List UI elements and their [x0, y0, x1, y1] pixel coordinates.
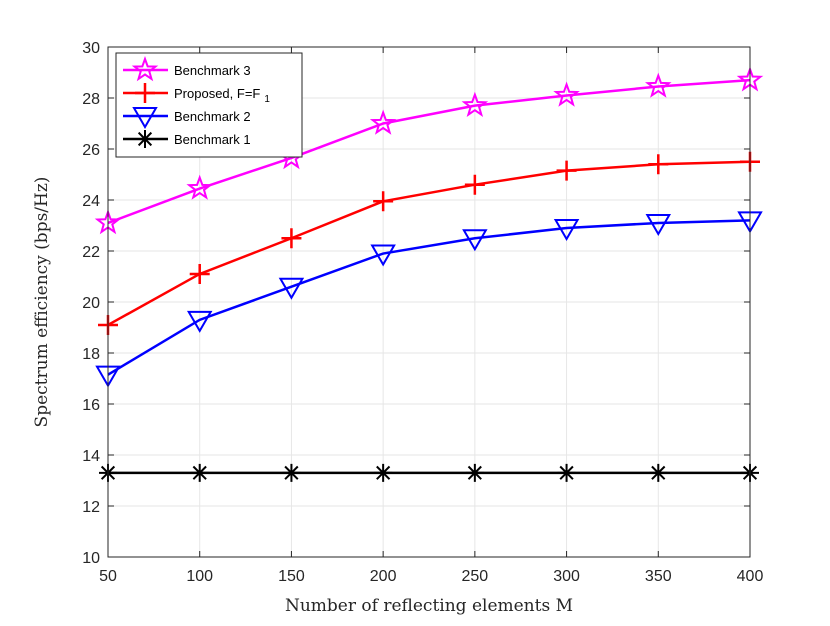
data-point — [648, 154, 669, 175]
data-point — [557, 463, 576, 482]
legend-label-text: Benchmark 1 — [174, 132, 251, 147]
legend-label: Benchmark 1 — [174, 132, 251, 147]
x-tick-label: 200 — [370, 568, 397, 585]
ticks — [107, 46, 751, 558]
series-1 — [98, 151, 760, 335]
y-tick-label: 28 — [82, 91, 100, 108]
y-tick-label: 26 — [82, 142, 100, 159]
x-tick-label: 150 — [278, 568, 305, 585]
y-tick-label: 30 — [82, 40, 100, 57]
y-tick-label: 12 — [82, 499, 100, 516]
grid — [107, 46, 751, 558]
y-tick-label: 10 — [82, 550, 100, 567]
x-tick-label: 50 — [99, 568, 117, 585]
y-tick-label: 18 — [82, 346, 100, 363]
data-point — [461, 91, 489, 117]
data-point — [465, 463, 484, 482]
legend-label-text: Proposed, F=F — [174, 86, 260, 101]
data-point — [645, 213, 672, 236]
y-tick-label: 16 — [82, 397, 100, 414]
legend-label: Benchmark 2 — [174, 109, 251, 124]
data-point — [553, 219, 580, 242]
legend: Benchmark 3 Proposed, F=F 1 Benchmark 2 Benc… — [115, 52, 303, 158]
legend-marker — [135, 83, 155, 103]
legend-label: Benchmark 3 — [174, 63, 251, 78]
data-point — [645, 72, 672, 98]
legend-label: Proposed, F=F 1 — [174, 86, 270, 105]
legend-marker — [132, 107, 158, 129]
data-point — [369, 109, 397, 135]
legend-item: Benchmark 3 — [123, 56, 251, 82]
series-line — [107, 160, 751, 327]
legend-marker — [136, 130, 154, 148]
y-axis-label: Spectrum efficiency (bps/Hz) — [32, 177, 52, 428]
data-point — [189, 263, 210, 284]
data-point — [282, 463, 301, 482]
x-tick-label: 300 — [553, 568, 580, 585]
data-point — [278, 277, 305, 300]
legend-label-subscript: 1 — [264, 94, 270, 105]
y-tick-label: 14 — [82, 448, 100, 465]
legend-item: Proposed, F=F 1 — [123, 83, 270, 105]
x-tick-label: 350 — [645, 568, 672, 585]
data-point — [649, 463, 668, 482]
x-tick-label: 400 — [737, 568, 764, 585]
data-point — [464, 174, 485, 195]
y-tick-label: 20 — [82, 295, 100, 312]
data-point — [190, 463, 209, 482]
tick-labels: 50 100 150 200 250 300 350 400 10 12 14 16 18 20 22 24 2… — [82, 40, 763, 585]
data-point — [370, 244, 396, 267]
legend-label-text: Benchmark 2 — [174, 109, 251, 124]
series-line — [107, 78, 751, 225]
series-3 — [99, 463, 759, 482]
legend-item: Benchmark 2 — [123, 107, 251, 129]
series-2 — [95, 211, 763, 388]
data-point — [462, 229, 488, 252]
legend-marker — [131, 56, 159, 82]
data-point — [186, 174, 213, 200]
x-tick-label: 250 — [462, 568, 489, 585]
legend-label-text: Benchmark 3 — [174, 63, 251, 78]
series-line — [107, 219, 751, 376]
x-tick-label: 100 — [186, 568, 213, 585]
data-point — [281, 228, 302, 249]
data-point — [186, 310, 213, 333]
data-point — [553, 81, 580, 107]
data-point — [374, 463, 393, 482]
y-tick-label: 22 — [82, 244, 100, 261]
legend-item: Benchmark 1 — [123, 130, 251, 148]
data-point — [373, 191, 394, 212]
y-tick-label: 24 — [82, 193, 100, 210]
x-axis-label: Number of reflecting elements M — [285, 596, 573, 616]
data-point — [556, 160, 577, 181]
